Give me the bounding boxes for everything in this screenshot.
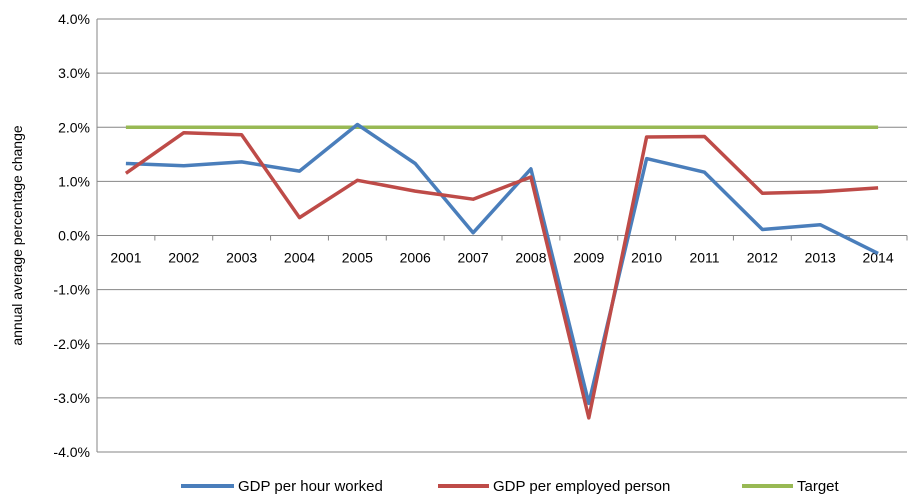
series-lines (124, 122, 879, 420)
y-tick-label: 4.0% (58, 11, 90, 27)
y-axis-label: annual average percentage change (9, 125, 25, 346)
y-tick-label: 3.0% (58, 65, 90, 81)
y-tick-label: -1.0% (53, 282, 90, 298)
x-tick-label: 2006 (400, 250, 431, 266)
x-tick-label: 2011 (689, 250, 719, 266)
y-tick-label: -3.0% (53, 390, 90, 406)
gdp-per-hour-worked-line (125, 122, 879, 406)
legend-label-gdp-per-employed-person: GDP per employed person (493, 478, 670, 494)
x-tick-label: 2003 (226, 250, 257, 266)
x-tick-label: 2001 (110, 250, 141, 266)
y-tick-label: -2.0% (53, 336, 90, 352)
legend-label-target: Target (797, 478, 840, 494)
x-tick-label: 2005 (342, 250, 373, 266)
y-tick-label: 0.0% (58, 228, 90, 244)
y-tick-label: 2.0% (58, 119, 90, 135)
y-tick-label: -4.0% (53, 444, 90, 460)
x-tick-labels: 2001 2002 2003 2004 2005 2006 2007 2008 2009 2010… (110, 250, 894, 266)
legend: GDP per hour worked GDP per employed pers… (181, 478, 840, 494)
gridlines (96, 18, 908, 453)
x-tick-label: 2004 (284, 250, 315, 266)
x-tick-label: 2009 (573, 250, 604, 266)
legend-label-gdp-per-hour-worked: GDP per hour worked (238, 478, 383, 494)
gdp-per-employed-person-line (124, 130, 879, 420)
x-tick-label: 2012 (747, 250, 778, 266)
x-tick-label: 2008 (515, 250, 546, 266)
x-tick-label: 2013 (805, 250, 836, 266)
x-tick-label: 2014 (862, 250, 893, 266)
x-tick-label: 2002 (168, 250, 199, 266)
y-tick-label: 1.0% (58, 173, 90, 189)
y-tick-labels: 4.0% 3.0% 2.0% 1.0% 0.0% -1.0% -2.0% -3.0% -4.0% (53, 11, 90, 460)
x-tick-label: 2007 (457, 250, 488, 266)
x-tick-label: 2010 (631, 250, 662, 266)
